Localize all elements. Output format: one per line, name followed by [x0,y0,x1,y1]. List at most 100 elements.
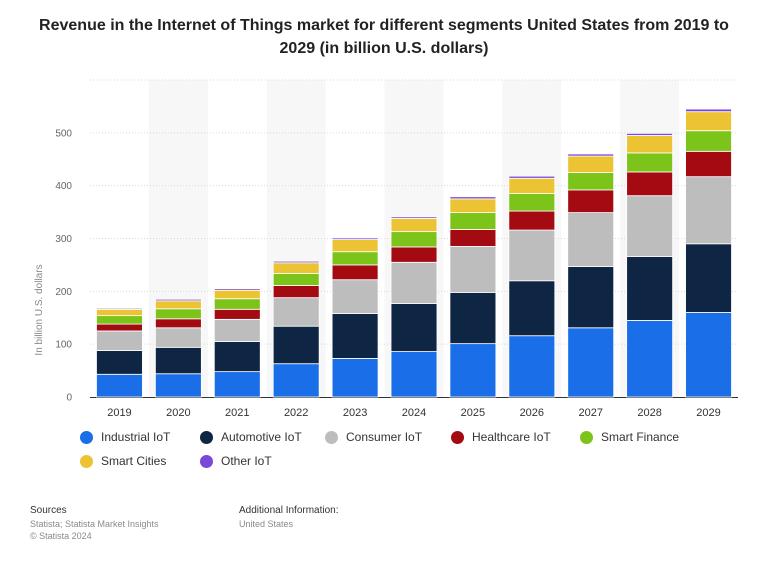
bar-segment[interactable] [390,351,438,398]
bar-segment[interactable] [390,261,438,304]
bar-segment[interactable] [685,108,732,113]
bar-segment[interactable] [213,288,261,291]
bar-segment[interactable] [567,212,615,267]
bar-segment[interactable] [567,155,615,173]
bar-segment[interactable] [626,256,674,321]
bar-segment[interactable] [626,319,674,398]
bar-segment[interactable] [331,313,379,359]
bar-segment[interactable] [390,246,438,263]
bar-segment[interactable] [213,318,261,342]
bar-segment[interactable] [331,264,379,281]
bar-segment[interactable] [390,231,438,248]
x-tick-label: 2026 [520,407,544,419]
legend-item[interactable]: Smart Cities [80,454,166,468]
bar-segment[interactable] [508,229,556,282]
bar-segment[interactable] [390,303,438,352]
legend-item[interactable]: Industrial IoT [80,430,170,444]
bar-segment[interactable] [626,135,674,154]
legend-item[interactable]: Consumer IoT [325,430,422,444]
bar-segment[interactable] [272,325,320,365]
bar-segment[interactable] [626,152,674,173]
bar-segment[interactable] [96,323,143,332]
bar-segment[interactable] [390,218,438,233]
legend-item[interactable]: Smart Finance [580,430,679,444]
bar-segment[interactable] [154,327,202,348]
bar-segment[interactable] [567,266,615,329]
bar-segment[interactable] [154,373,202,398]
bar-segment[interactable] [508,280,556,337]
legend-item[interactable]: Other IoT [200,454,272,468]
bar-segment[interactable] [449,229,497,247]
stacked-bar-chart: 0 100 200 300 400 500 2019 2020 2021 2022 2023 202… [55,79,738,419]
bar-segment[interactable] [331,251,379,266]
bar-segment[interactable] [272,262,320,274]
bar-segment[interactable] [508,175,556,179]
bar-segment[interactable] [390,216,438,219]
bar-segment[interactable] [685,243,732,313]
legend-label: Other IoT [221,454,272,468]
bar-segment[interactable] [96,373,143,398]
bar-segment[interactable] [331,358,379,398]
bar-segment[interactable] [685,176,732,245]
bar-segment[interactable] [567,327,615,398]
bars [96,108,732,398]
bar-segment[interactable] [272,285,320,299]
bar-segment[interactable] [685,312,732,398]
x-tick-label: 2023 [343,407,367,419]
bar-segment[interactable] [449,291,497,345]
bar-segment[interactable] [96,350,143,375]
x-tick-label: 2025 [461,407,485,419]
bar-segment[interactable] [449,246,497,293]
bar-segment[interactable] [213,308,261,320]
bar-segment[interactable] [272,297,320,327]
bar-segment[interactable] [449,198,497,214]
x-tick-label: 2019 [107,407,131,419]
bar-segment[interactable] [154,300,202,310]
sources-line-1: Statista; Statista Market Insights [30,519,159,529]
bar-segment[interactable] [96,307,143,310]
bar-segment[interactable] [685,130,732,152]
bar-segment[interactable] [449,212,497,230]
x-tick-label: 2021 [225,407,249,419]
bar-segment[interactable] [272,272,320,286]
bar-segment[interactable] [508,210,556,231]
bar-segment[interactable] [213,341,261,373]
additional-info-value: United States [239,519,294,529]
x-tick-label: 2027 [578,407,602,419]
legend-item[interactable]: Healthcare IoT [451,430,551,444]
bar-segment[interactable] [213,371,261,398]
y-tick-labels: 0 100 200 300 400 500 [55,128,72,403]
legend-label: Healthcare IoT [472,430,551,444]
legend-item[interactable]: Automotive IoT [200,430,302,444]
bar-segment[interactable] [331,237,379,240]
bar-segment[interactable] [567,172,615,191]
bar-segment[interactable] [272,363,320,398]
bar-segment[interactable] [331,279,379,314]
bar-segment[interactable] [449,196,497,200]
bar-segment[interactable] [154,298,202,302]
bar-segment[interactable] [96,330,143,351]
bar-segment[interactable] [685,111,732,132]
bar-segment[interactable] [213,298,261,310]
bar-segment[interactable] [508,335,556,398]
bar-segment[interactable] [272,260,320,264]
bar-segment[interactable] [567,189,615,214]
bar-segment[interactable] [626,195,674,257]
bar-segment[interactable] [626,171,674,197]
x-tick-label: 2022 [284,407,308,419]
bar-segment[interactable] [508,193,556,212]
bar-segment[interactable] [626,132,674,136]
y-axis-label: In billion U.S. dollars [34,264,45,356]
bar-segment[interactable] [154,346,202,375]
bar-segment[interactable] [331,239,379,253]
bar-segment[interactable] [154,318,202,329]
bar-segment[interactable] [685,150,732,178]
bar-segment[interactable] [96,308,143,317]
bar-segment[interactable] [567,153,615,157]
y-tick-label: 400 [55,181,72,192]
bar-segment[interactable] [213,289,261,300]
bar-segment[interactable] [449,343,497,398]
bar-segment[interactable] [96,315,143,325]
bar-segment[interactable] [154,308,202,320]
bar-segment[interactable] [508,177,556,194]
